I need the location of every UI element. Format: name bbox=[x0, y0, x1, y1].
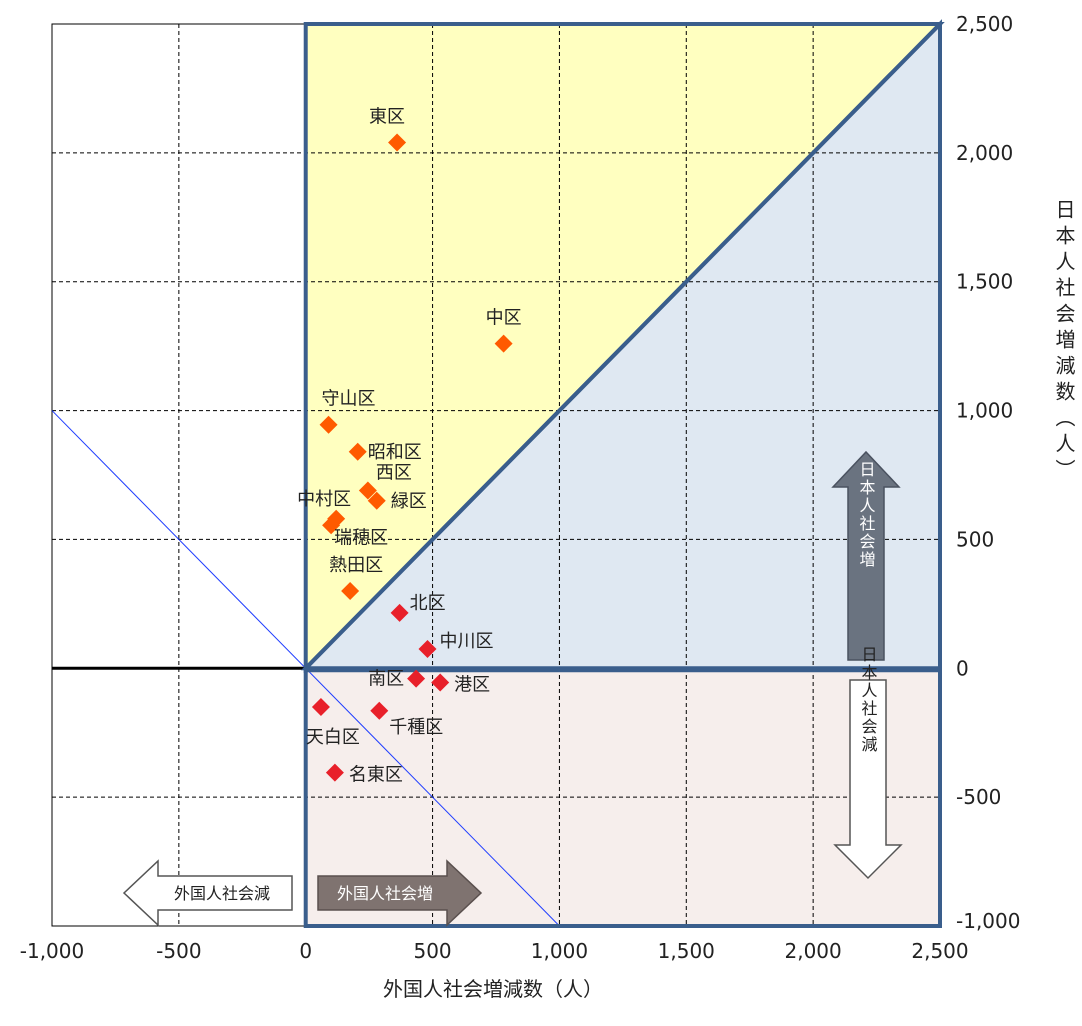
data-point-label: 港区 bbox=[454, 674, 490, 695]
data-point-marker bbox=[341, 581, 360, 600]
data-point-marker bbox=[358, 481, 377, 500]
japanese-increase-arrow: 日本人社会増 bbox=[831, 450, 901, 661]
foreign-decrease-arrow: 外国人社会減 bbox=[122, 859, 293, 927]
data-point-label: 瑞穂区 bbox=[334, 527, 388, 548]
region-borders bbox=[300, 19, 945, 928]
data-point-label: 熱田区 bbox=[329, 555, 383, 576]
y-axis-label: 日本人社会増減数（人） bbox=[1052, 199, 1076, 485]
x-tick-label: 1,500 bbox=[658, 939, 715, 963]
data-point-label: 中区 bbox=[486, 308, 522, 329]
x-tick-label: 1,000 bbox=[531, 939, 588, 963]
data-point-label: 守山区 bbox=[322, 389, 376, 410]
data-point-marker bbox=[325, 763, 344, 782]
data-point-marker bbox=[431, 673, 450, 692]
foreign-decrease-arrow-label: 外国人社会減 bbox=[174, 884, 270, 903]
foreign-increase-arrow: 外国人社会増 bbox=[317, 859, 483, 927]
data-point-label: 中村区 bbox=[297, 489, 351, 510]
data-point-label: 天白区 bbox=[306, 727, 360, 748]
y-tick-label: -1,000 bbox=[956, 909, 1020, 933]
data-point-marker bbox=[322, 516, 341, 535]
data-point-marker bbox=[319, 415, 338, 434]
data-point-label: 昭和区 bbox=[368, 442, 422, 463]
data-point-label: 北区 bbox=[410, 593, 446, 614]
y-tick-label: 1,500 bbox=[956, 270, 1013, 294]
data-point-label: 南区 bbox=[368, 669, 404, 690]
x-tick-label: 2,000 bbox=[785, 939, 842, 963]
y-tick-label: -500 bbox=[956, 785, 1001, 809]
data-point-label: 中川区 bbox=[439, 631, 493, 652]
x-tick-label: -1,000 bbox=[20, 939, 84, 963]
grid-lines bbox=[52, 24, 940, 926]
x-tick-label: 2,500 bbox=[911, 939, 968, 963]
data-point-marker bbox=[311, 697, 330, 716]
data-point-marker bbox=[370, 701, 389, 720]
y-tick-label: 500 bbox=[956, 527, 994, 551]
data-point-label: 名東区 bbox=[349, 765, 403, 786]
data-point-marker bbox=[388, 133, 407, 152]
data-point-label: 千種区 bbox=[389, 717, 443, 738]
x-tick-labels: -1,000 -500 0 500 1,000 1,500 2,000 2,500 bbox=[20, 939, 969, 963]
y-tick-label: 0 bbox=[956, 656, 969, 680]
data-point-marker bbox=[390, 603, 409, 622]
x-tick-label: -500 bbox=[156, 939, 201, 963]
data-point-marker bbox=[367, 491, 386, 510]
data-point-label: 緑区 bbox=[391, 491, 427, 512]
y-tick-labels: -1,000 -500 0 500 1,000 1,500 2,000 2,500 bbox=[956, 12, 1020, 933]
data-point-marker bbox=[418, 639, 437, 658]
x-tick-label: 500 bbox=[413, 939, 451, 963]
y-tick-label: 2,000 bbox=[956, 141, 1013, 165]
data-point-label: 西区 bbox=[376, 462, 412, 483]
pink-region-border bbox=[303, 668, 942, 928]
data-point-marker bbox=[348, 442, 367, 461]
foreign-increase-arrow-label: 外国人社会増 bbox=[337, 884, 433, 903]
data-point-marker bbox=[407, 669, 426, 688]
japanese-decrease-arrow-label: 日本人社会減 bbox=[859, 646, 878, 754]
y-tick-label: 1,000 bbox=[956, 399, 1013, 423]
japanese-decrease-arrow: 日本人社会減 bbox=[833, 646, 903, 880]
data-point-label: 東区 bbox=[369, 107, 405, 128]
data-point-marker bbox=[494, 334, 513, 353]
x-axis-label: 外国人社会増減数（人） bbox=[383, 977, 603, 1001]
japanese-increase-arrow-label: 日本人社会増 bbox=[857, 461, 876, 569]
y-tick-label: 2,500 bbox=[956, 12, 1013, 36]
x-tick-label: 0 bbox=[299, 939, 312, 963]
